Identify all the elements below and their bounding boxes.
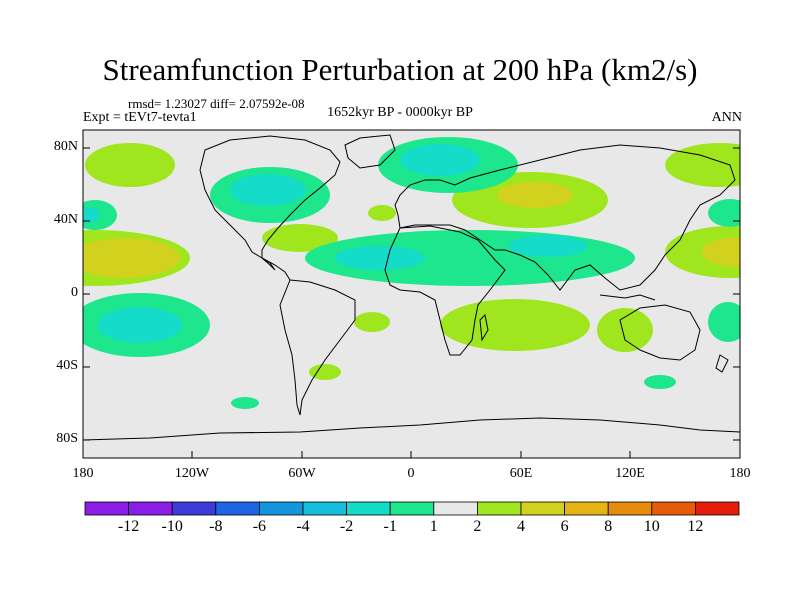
lon-label: 60E <box>509 466 533 481</box>
lat-label: 40S <box>56 358 78 373</box>
contour-region <box>644 375 676 389</box>
contour-region <box>85 143 175 187</box>
colorbar-tick-label: 6 <box>560 518 569 535</box>
colorbar-tick-label: -10 <box>161 518 183 535</box>
colorbar-box <box>651 501 696 516</box>
colorbar-tick-label: -8 <box>209 518 223 535</box>
colorbar-box <box>258 501 304 516</box>
coast-australia <box>619 304 701 361</box>
coast-eurasia <box>394 144 736 291</box>
colorbar-box <box>128 501 173 516</box>
colorbar-box <box>433 501 478 516</box>
contour-region <box>83 207 100 223</box>
coastlines <box>83 134 740 441</box>
colorbar-tick-label: -2 <box>339 518 354 535</box>
lat-label: 80S <box>56 431 78 446</box>
colorbar-box <box>389 501 435 516</box>
coast-greenland <box>344 134 396 169</box>
colorbar-box <box>476 501 522 516</box>
lon-label: 180 <box>72 466 94 481</box>
colorbar <box>84 501 740 516</box>
colorbar-tick-label: -6 <box>252 518 267 535</box>
contour-region <box>98 307 182 343</box>
contour-region <box>508 235 588 257</box>
coast-north-america <box>199 135 341 271</box>
lon-label: 60W <box>288 466 316 481</box>
colorbar-tick-label: -1 <box>383 518 397 535</box>
coast-madagascar <box>479 313 489 342</box>
coast-central-america <box>261 257 291 281</box>
coast-south-america <box>279 279 356 416</box>
season-label: ANN <box>711 110 742 125</box>
coast-antarctica <box>83 417 740 441</box>
lon-label: 0 <box>407 466 415 481</box>
colorbar-box <box>564 501 609 516</box>
contour-region <box>497 182 573 208</box>
colorbar-tick-label: 4 <box>517 518 525 535</box>
contour-region <box>83 238 180 278</box>
colorbar-box <box>215 501 260 516</box>
contour-region <box>597 308 653 352</box>
contour-region <box>262 224 338 252</box>
colorbar-box <box>171 501 217 516</box>
contour-region <box>708 302 740 342</box>
contour-region <box>231 397 259 409</box>
colorbar-tick-label: 1 <box>429 518 438 535</box>
axis-ticks <box>83 147 740 458</box>
contour-region <box>400 144 480 176</box>
colorbar-tick-label: 8 <box>604 518 613 535</box>
colorbar-tick-label: -4 <box>296 518 310 535</box>
experiment-text: Expt = tEVt7-tevta1 <box>83 110 197 125</box>
colorbar-box <box>302 501 347 516</box>
contour-region <box>702 237 740 267</box>
contour-region <box>440 299 590 351</box>
colorbar-tick-label: 10 <box>643 518 660 535</box>
colorbar-box <box>520 501 565 516</box>
lon-label: 180 <box>729 466 751 481</box>
stats-text: rmsd= 1.23027 diff= 2.07592e-08 <box>128 96 305 111</box>
colorbar-tick-label: 12 <box>687 518 704 535</box>
colorbar-box <box>84 501 129 516</box>
period-text: 1652kyr BP - 0000kyr BP <box>327 105 473 120</box>
coast-new-zealand <box>715 354 729 373</box>
contour-region <box>354 312 390 332</box>
map-field <box>83 130 740 458</box>
lon-label: 120W <box>174 466 210 481</box>
contour-region <box>309 364 341 380</box>
chart-title: Streamfunction Perturbation at 200 hPa (… <box>102 52 698 87</box>
lon-label: 120E <box>615 466 645 481</box>
colorbar-box <box>346 501 391 516</box>
contour-region <box>665 143 740 187</box>
coast-indonesia <box>599 294 656 301</box>
lat-label: 0 <box>71 285 78 300</box>
contour-region <box>230 174 306 206</box>
contour-region <box>368 205 396 221</box>
contour-region <box>335 246 425 270</box>
colorbar-box <box>695 501 740 516</box>
contour-region <box>708 199 740 227</box>
colorbar-box <box>607 501 653 516</box>
lat-label: 80N <box>53 139 78 154</box>
colorbar-tick-label: 2 <box>473 518 482 535</box>
coast-africa <box>384 225 506 356</box>
map-frame <box>82 129 741 459</box>
lat-label: 40N <box>53 212 78 227</box>
colorbar-tick-label: -12 <box>117 518 140 535</box>
